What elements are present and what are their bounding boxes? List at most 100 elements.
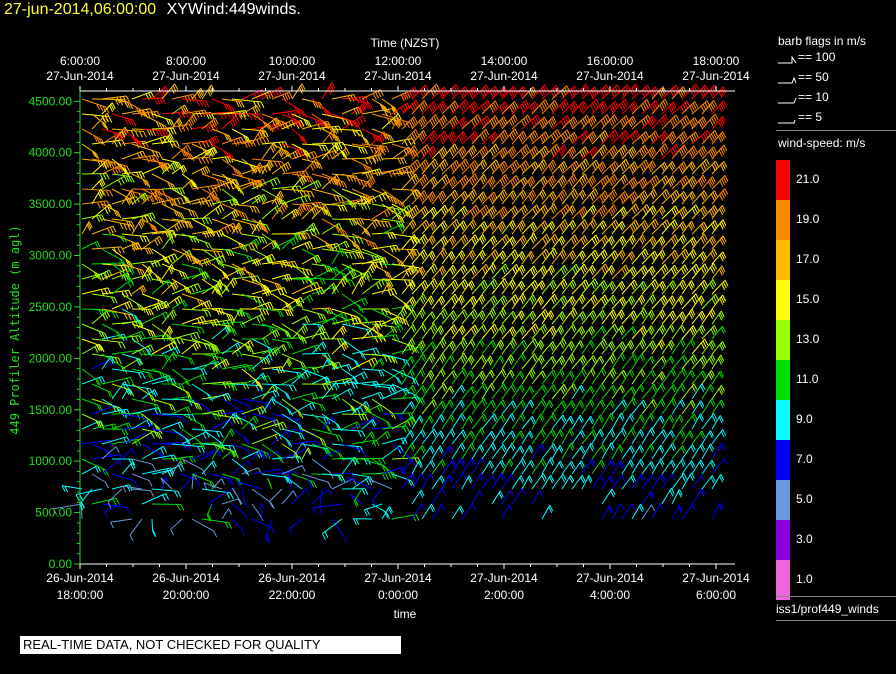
wind-barb-feather — [183, 300, 188, 307]
wind-barb-feather — [267, 163, 272, 171]
wind-barb-feather — [286, 360, 291, 368]
wind-barb-feather — [387, 289, 392, 297]
wind-barb-feather — [120, 134, 125, 141]
wind-barb-feather — [461, 162, 466, 170]
wind-barb-feather — [240, 268, 245, 276]
wind-barb-shaft — [91, 269, 110, 280]
wind-barb-shaft — [291, 294, 311, 310]
wind-barb-shaft — [401, 99, 417, 115]
wind-barb-feather — [397, 208, 402, 216]
wind-barb-feather — [472, 161, 477, 169]
wind-barb-feather — [409, 268, 414, 275]
wind-barb-feather — [397, 113, 402, 121]
wind-barb-feather — [483, 130, 488, 138]
wind-barb-feather — [144, 248, 149, 255]
wind-barb-feather — [285, 163, 290, 170]
wind-barb-shaft — [321, 311, 345, 325]
wind-barb-feather — [146, 180, 151, 188]
wind-barb-feather — [521, 103, 526, 111]
wind-barb-feather — [213, 530, 218, 538]
wind-barb-feather — [427, 196, 432, 203]
wind-barb-feather — [128, 290, 133, 297]
wind-barb-feather — [138, 108, 143, 115]
wind-barb-feather — [442, 116, 446, 124]
wind-barb-feather — [368, 478, 373, 486]
wind-barb-feather — [212, 460, 217, 468]
wind-barb-feather — [439, 477, 444, 484]
wind-barb-feather — [138, 332, 143, 339]
wind-barb-feather — [277, 310, 282, 317]
wind-barb-feather — [373, 147, 378, 155]
wind-barb-feather — [519, 165, 524, 173]
wind-barb-feather — [277, 161, 282, 168]
wind-barb-feather — [346, 175, 351, 182]
wind-barb-shaft — [101, 175, 125, 190]
wind-barb-feather — [470, 268, 475, 276]
wind-barb-feather — [359, 130, 364, 137]
wind-barb-shaft — [161, 295, 180, 310]
wind-barb-feather — [194, 284, 198, 292]
wind-barb-shaft — [201, 278, 220, 292]
wind-barb-feather — [357, 430, 362, 438]
wind-barb-feather — [288, 441, 293, 448]
wind-barb-feather — [220, 204, 225, 212]
wind-barb-shaft — [171, 143, 192, 156]
wind-barb-feather — [362, 273, 367, 281]
wind-barb-feather — [238, 210, 243, 218]
wind-barb-shaft — [391, 171, 413, 175]
wind-barb-feather — [293, 451, 298, 459]
wind-barb-feather — [395, 377, 400, 384]
wind-barb-feather — [431, 459, 436, 467]
wind-barb-feather — [452, 235, 457, 242]
wind-barb-feather — [499, 179, 504, 187]
wind-barb-shaft — [341, 293, 361, 308]
wind-barb-feather — [205, 200, 210, 208]
wind-barb-feather — [88, 221, 93, 228]
wind-barb-feather — [229, 200, 234, 207]
wind-barb-feather — [474, 173, 479, 180]
wind-barb-feather — [322, 405, 326, 412]
wind-barb-feather — [432, 430, 436, 437]
wind-barb-shaft — [211, 308, 232, 316]
wind-barb-feather — [247, 345, 252, 353]
wind-barb-feather — [419, 312, 424, 319]
wind-barb-shaft — [161, 158, 180, 164]
wind-barb-feather — [167, 375, 172, 382]
wind-barb-feather — [314, 161, 319, 169]
wind-barb-shaft — [411, 100, 425, 115]
wind-barb-shaft — [201, 428, 223, 444]
wind-barb-shaft — [251, 218, 266, 228]
wind-barb-feather — [202, 148, 207, 156]
wind-barb-feather — [472, 208, 476, 216]
wind-barb-feather — [262, 226, 267, 233]
wind-barb-shaft — [281, 234, 298, 250]
wind-barb-shaft — [291, 369, 308, 385]
wind-barb-shaft — [181, 338, 212, 346]
wind-barb-feather — [107, 228, 111, 235]
wind-barb-shaft — [151, 158, 167, 167]
wind-barb-shaft — [181, 458, 203, 471]
wind-barb-feather — [442, 132, 447, 139]
wind-barb-feather — [432, 341, 437, 348]
wind-barb-feather — [343, 536, 348, 543]
wind-barb-shaft — [171, 278, 189, 289]
wind-barb-shaft — [341, 248, 362, 254]
wind-barb-shaft — [201, 338, 217, 347]
wind-barb-shaft — [461, 457, 473, 475]
wind-barb-shaft — [141, 353, 169, 357]
wind-barb-feather — [340, 454, 345, 461]
wind-barb-shaft — [441, 251, 453, 265]
wind-barb-feather — [109, 105, 114, 112]
wind-barb-shaft — [181, 156, 210, 160]
wind-barb-feather — [136, 413, 141, 420]
wind-barb-feather — [154, 154, 159, 162]
wind-barb-shaft — [251, 301, 271, 310]
wind-barb-shaft — [261, 323, 289, 333]
wind-barb-shaft — [221, 209, 236, 220]
wind-barb-feather — [381, 458, 386, 465]
wind-barb-feather — [365, 401, 370, 408]
wind-barb-feather — [449, 252, 454, 260]
wind-barb-shaft — [401, 430, 412, 445]
wind-barb-feather — [113, 140, 118, 148]
wind-barb-feather — [396, 120, 401, 128]
